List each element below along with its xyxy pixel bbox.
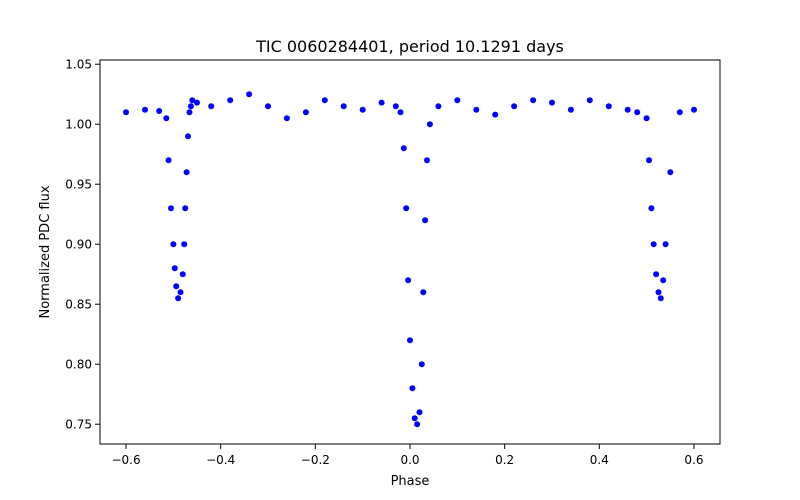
y-tick-label: 1.00 (65, 118, 92, 132)
data-point (422, 217, 429, 224)
x-tick-label: 0.6 (684, 453, 703, 467)
data-point (530, 97, 537, 104)
y-tick-label: 0.95 (65, 178, 92, 192)
y-axis-label: Normalized PDC flux (38, 185, 53, 318)
x-tick-label: −0.2 (301, 453, 330, 467)
chart-title: TIC 0060284401, period 10.1291 days (255, 37, 564, 56)
data-point (246, 91, 253, 98)
data-point (624, 106, 631, 113)
data-point (648, 205, 655, 212)
data-point (194, 99, 200, 106)
y-tick-label: 0.75 (65, 418, 92, 432)
data-point (511, 103, 518, 110)
data-point (420, 289, 427, 296)
data-point (473, 106, 480, 113)
data-point (676, 109, 683, 116)
data-point (171, 265, 178, 272)
y-tick-label: 1.05 (65, 58, 92, 72)
data-point (418, 361, 425, 368)
data-point (691, 106, 697, 113)
data-point (340, 103, 347, 110)
data-point (492, 111, 499, 118)
x-tick-label: −0.4 (206, 453, 235, 467)
data-point (650, 241, 657, 248)
data-point (265, 103, 271, 110)
data-point (175, 295, 182, 302)
data-point (142, 106, 148, 113)
data-point (321, 97, 328, 104)
data-point (643, 115, 650, 122)
data-point (173, 283, 180, 290)
data-point (359, 106, 366, 113)
data-point (227, 97, 234, 104)
data-point (185, 133, 191, 140)
data-point (414, 421, 421, 428)
data-point (634, 109, 641, 116)
data-point (208, 103, 215, 110)
data-point (567, 106, 574, 113)
data-point (605, 103, 612, 110)
data-point (163, 115, 170, 122)
data-point (657, 295, 664, 302)
data-point (660, 277, 667, 284)
y-tick-label: 0.85 (65, 298, 92, 312)
data-point (179, 271, 186, 278)
data-point (182, 205, 189, 212)
x-tick-label: −0.6 (111, 453, 140, 467)
data-point (549, 99, 555, 106)
data-point (662, 241, 669, 248)
x-axis-label: Phase (391, 474, 430, 489)
data-point (170, 241, 177, 248)
data-point (156, 108, 163, 114)
data-point (586, 97, 593, 104)
data-point (646, 157, 652, 164)
data-point (187, 103, 194, 110)
y-tick-label: 0.80 (65, 358, 92, 372)
data-point (655, 289, 662, 296)
data-point (409, 385, 416, 392)
data-point (168, 205, 174, 212)
data-point (283, 115, 290, 122)
x-tick-label: 0.0 (400, 453, 419, 467)
data-point (435, 103, 442, 110)
data-point (424, 157, 430, 164)
data-point (416, 409, 423, 416)
data-point (397, 109, 404, 116)
data-point (653, 271, 660, 278)
data-point (403, 205, 410, 212)
data-point (667, 169, 674, 176)
scatter-points (123, 91, 697, 428)
data-point (165, 157, 172, 164)
data-point (411, 415, 418, 422)
x-tick-label: 0.2 (495, 453, 514, 467)
data-point (302, 109, 309, 116)
data-point (177, 289, 184, 296)
y-tick-label: 0.90 (65, 238, 92, 252)
y-axis-ticks: 0.75 0.80 0.85 0.90 0.95 1.00 1.05 (65, 58, 100, 432)
data-point (400, 145, 407, 152)
data-point (454, 97, 461, 104)
data-point (183, 169, 190, 176)
x-tick-label: 0.4 (590, 453, 609, 467)
data-point (426, 121, 433, 128)
data-point (189, 97, 196, 104)
data-point (407, 337, 413, 344)
data-point (186, 109, 193, 116)
data-point (181, 241, 188, 248)
x-axis-ticks: −0.6 −0.4 −0.2 0.0 0.2 0.4 0.6 (111, 444, 704, 467)
data-point (123, 109, 129, 116)
data-point (392, 103, 399, 110)
data-point (405, 277, 412, 284)
data-point (378, 99, 385, 106)
